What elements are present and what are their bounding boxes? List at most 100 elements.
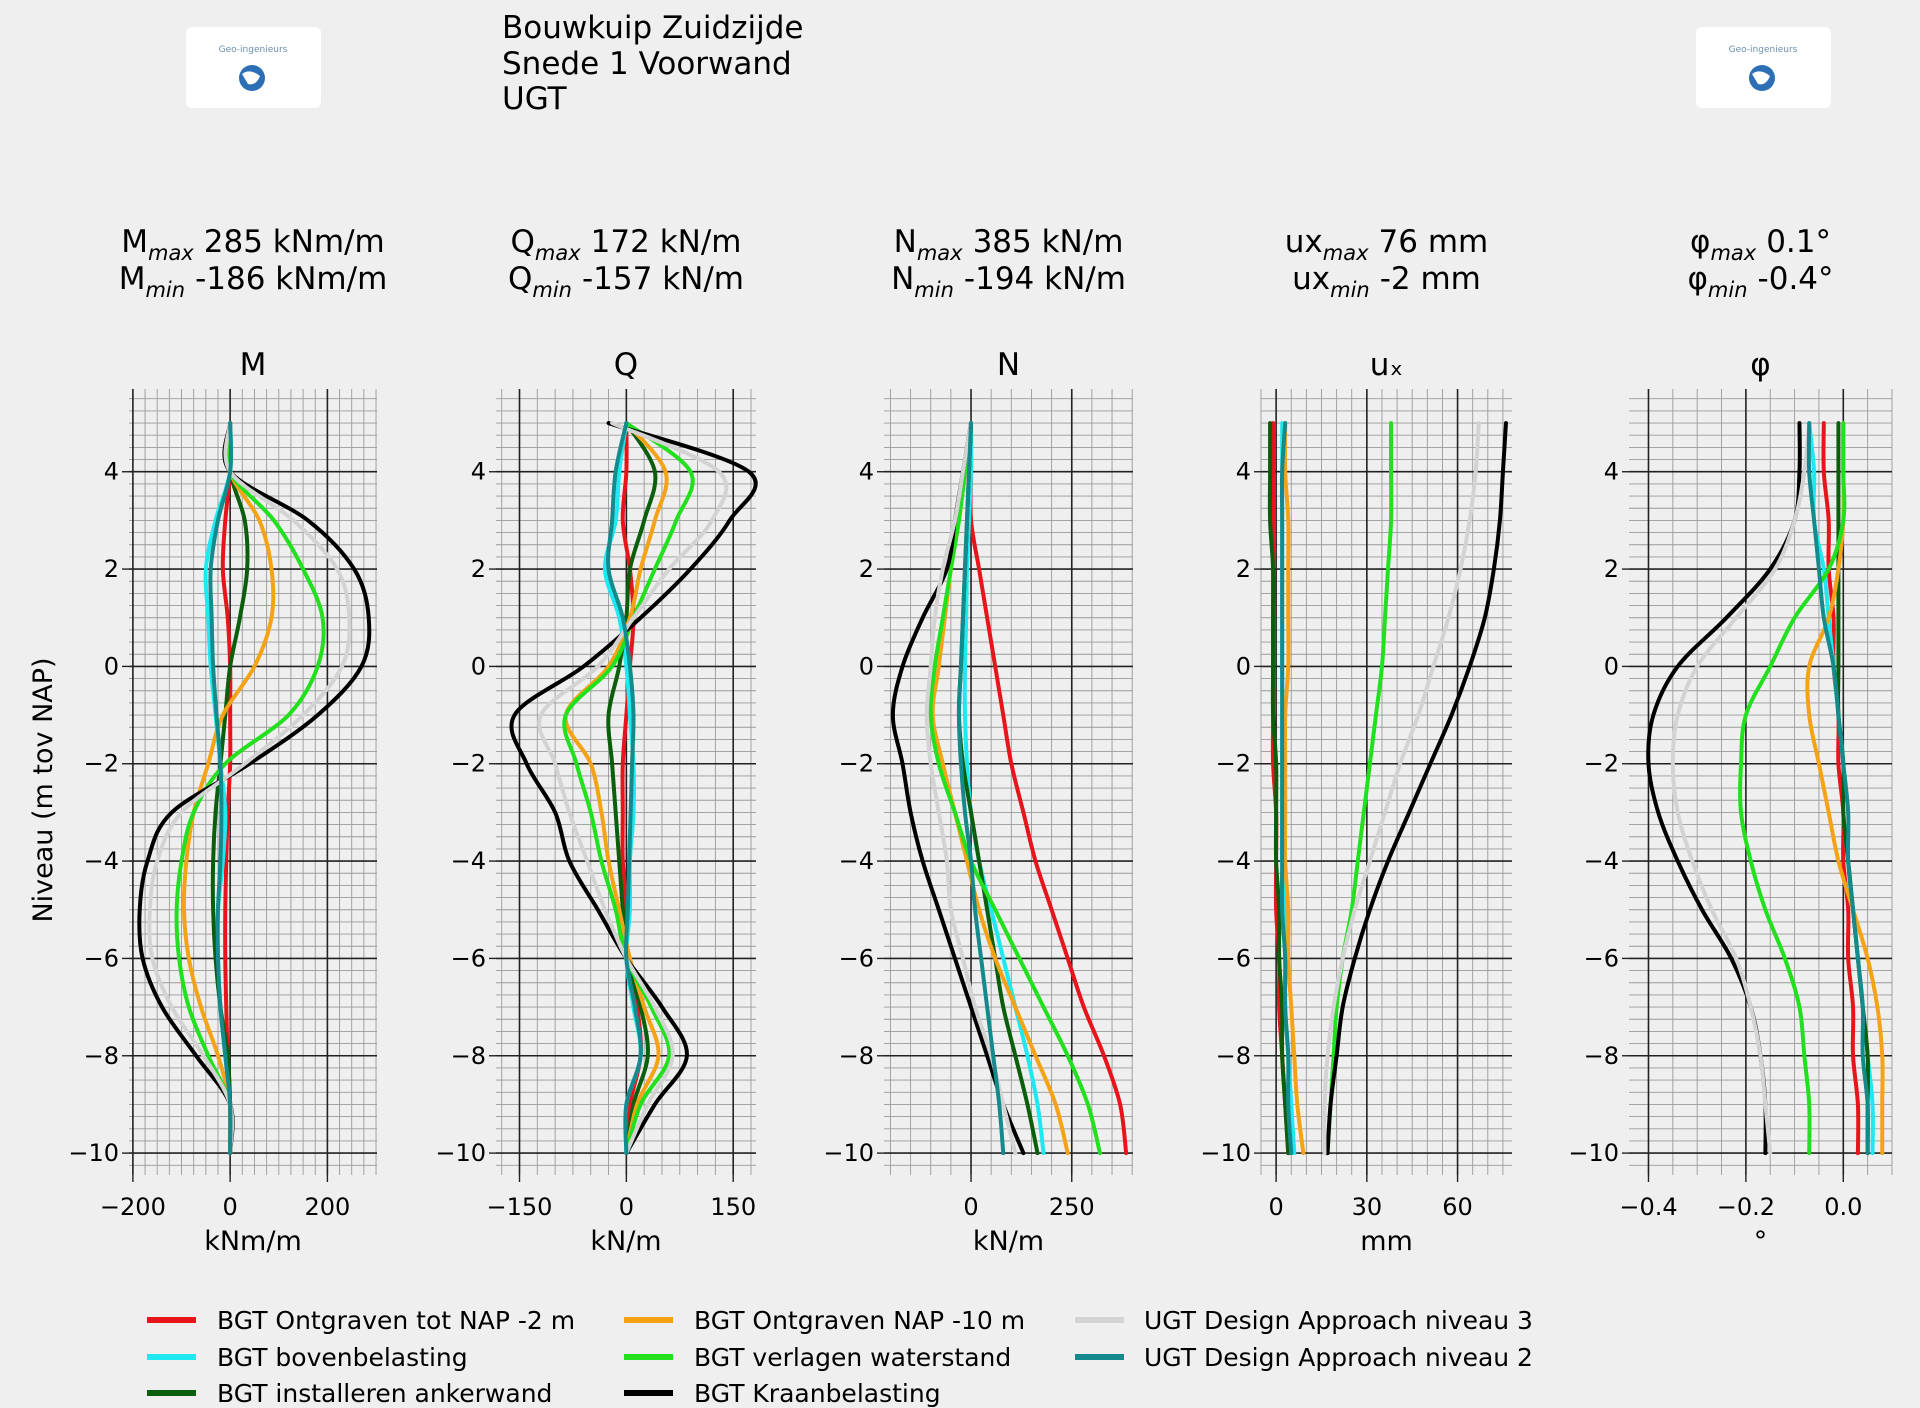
x-axis-label: kN/m	[590, 1226, 661, 1257]
stat-text: 285 kNm/m	[204, 224, 385, 260]
y-tick-label: 4	[1604, 458, 1619, 486]
stat-line: φmin -0.4°	[1687, 261, 1833, 302]
y-tick-label: −4	[839, 847, 874, 875]
stat-symbol: φ	[1690, 224, 1710, 260]
x-tick-label: 0	[619, 1193, 634, 1221]
stat-sub: max	[148, 241, 194, 265]
y-tick-label: −6	[1216, 944, 1251, 972]
legend-label: BGT verlagen waterstand	[694, 1343, 1011, 1372]
stat-line: Mmin -186 kNm/m	[119, 261, 388, 302]
x-tick-label: 0	[963, 1193, 978, 1221]
x-tick-label: 60	[1442, 1193, 1473, 1221]
stat-sub: min	[1708, 278, 1748, 302]
stat-text: -186 kNm/m	[195, 261, 387, 297]
series-line	[1325, 421, 1394, 1156]
series-line	[537, 421, 729, 1156]
x-axis-label: kN/m	[973, 1226, 1044, 1257]
y-tick-label: 2	[1604, 555, 1619, 583]
series-line	[181, 421, 276, 1156]
x-tick-label: −0.2	[1717, 1193, 1775, 1221]
y-tick-label: −6	[1584, 944, 1619, 972]
title-line: UGT	[502, 81, 568, 117]
y-tick-label: −8	[451, 1042, 486, 1070]
stat-symbol: N	[891, 261, 914, 297]
series-line	[562, 421, 695, 1156]
series-line	[890, 421, 1026, 1156]
y-tick-label: 2	[104, 555, 119, 583]
x-axis-label: °	[1754, 1226, 1768, 1257]
y-tick-label: −8	[1216, 1042, 1251, 1070]
stat-symbol: M	[119, 261, 146, 297]
logo: Geo-ingenieurs	[1696, 27, 1831, 108]
series-line	[1806, 421, 1871, 1156]
panel-title: uₓ	[1370, 347, 1403, 383]
x-tick-label: 30	[1352, 1193, 1383, 1221]
y-tick-label: −2	[839, 750, 874, 778]
series-line	[1805, 421, 1885, 1156]
stat-sub: max	[535, 241, 581, 265]
x-tick-label: −200	[100, 1193, 166, 1221]
x-tick-label: −150	[487, 1193, 553, 1221]
panel-title: Q	[614, 347, 638, 383]
stat-sub: min	[532, 278, 572, 302]
stat-line: Mmax 285 kNm/m	[121, 224, 385, 265]
series-line	[606, 421, 643, 1156]
series-line	[928, 421, 1102, 1156]
legend-label: UGT Design Approach niveau 2	[1144, 1343, 1533, 1372]
y-tick-label: −2	[1216, 750, 1251, 778]
series-line	[1325, 421, 1508, 1156]
series-line	[147, 421, 352, 1156]
stat-text: 385 kN/m	[973, 224, 1124, 260]
legend-label: BGT installeren ankerwand	[217, 1379, 552, 1408]
logo: Geo-ingenieurs	[186, 27, 321, 108]
stat-line: Nmin -194 kN/m	[891, 261, 1126, 302]
stat-line: Nmax 385 kN/m	[894, 224, 1124, 265]
x-tick-label: −0.4	[1619, 1193, 1677, 1221]
series-line	[1670, 421, 1812, 1156]
stat-text: -2 mm	[1380, 261, 1481, 297]
series-line	[1282, 421, 1306, 1156]
y-tick-label: −6	[839, 944, 874, 972]
panel: uxmax 76 mm uxmin -2 mm uₓ 0 30 60 −10 −8 −6 −4 −2 0 2…	[1200, 224, 1512, 1257]
x-tick-label: 0	[223, 1193, 238, 1221]
series-line	[606, 421, 658, 1156]
x-tick-label: 0.0	[1824, 1193, 1862, 1221]
y-tick-label: −2	[1584, 750, 1619, 778]
y-tick-label: 4	[471, 458, 486, 486]
y-tick-label: −8	[1584, 1042, 1619, 1070]
legend-label: BGT Kraanbelasting	[694, 1379, 941, 1408]
stat-sub: max	[1323, 241, 1369, 265]
stat-symbol: φ	[1687, 261, 1707, 297]
y-tick-label: −10	[435, 1139, 486, 1167]
y-tick-label: −8	[84, 1042, 119, 1070]
stat-symbol: ux	[1292, 261, 1330, 297]
legend-label: BGT Ontgraven tot NAP -2 m	[217, 1306, 575, 1335]
y-tick-label: −4	[451, 847, 486, 875]
y-tick-label: −10	[68, 1139, 119, 1167]
y-tick-label: 4	[104, 458, 119, 486]
series-line	[1322, 421, 1481, 1156]
y-tick-label: −10	[823, 1139, 874, 1167]
stat-symbol: N	[894, 224, 917, 260]
y-tick-label: −4	[1584, 847, 1619, 875]
series-line	[956, 421, 1006, 1156]
stat-symbol: Q	[508, 261, 532, 297]
y-tick-label: −2	[451, 750, 486, 778]
y-tick-label: −2	[84, 750, 119, 778]
x-tick-label: 200	[304, 1193, 350, 1221]
series-line	[220, 421, 233, 1156]
panel: Qmax 172 kN/m Qmin -157 kN/m Q −150 0 150 −10 −8 −…	[435, 224, 758, 1257]
legend-label: BGT Ontgraven NAP -10 m	[694, 1306, 1025, 1335]
stat-sub: min	[914, 278, 954, 302]
series-line	[563, 421, 669, 1156]
y-tick-label: −10	[1200, 1139, 1251, 1167]
y-tick-label: −6	[84, 944, 119, 972]
series-line	[509, 421, 758, 1156]
panel: Mmax 285 kNm/m Mmin -186 kNm/m M −200 0 200 −10 −…	[68, 224, 387, 1257]
y-tick-label: 0	[104, 652, 119, 680]
y-tick-label: 2	[471, 555, 486, 583]
stat-sub: max	[917, 241, 963, 265]
stat-sub: min	[1330, 278, 1370, 302]
y-tick-label: 4	[859, 458, 874, 486]
